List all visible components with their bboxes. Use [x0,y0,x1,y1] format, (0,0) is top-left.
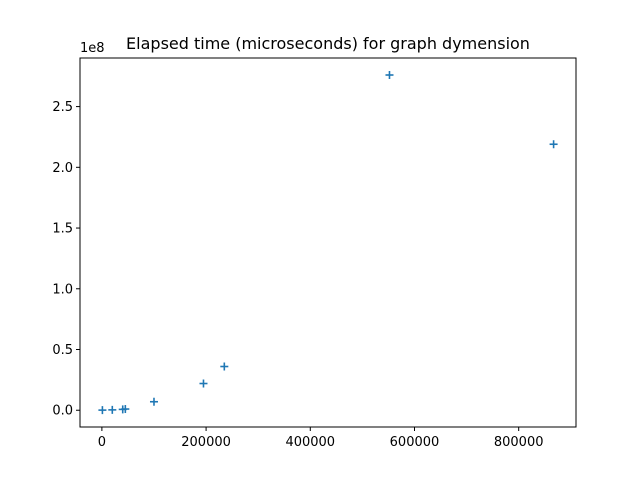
data-point [199,379,208,388]
x-tick-label: 200000 [181,435,231,450]
x-tick-label: 400000 [285,435,335,450]
data-point [220,362,229,371]
y-tick-label: 0.0 [52,404,73,419]
y-tick-label: 1.5 [52,222,73,237]
data-point [108,405,117,414]
y-tick-label: 0.5 [52,343,73,358]
data-point [121,405,130,414]
data-point [385,71,394,80]
chart-title: Elapsed time (microseconds) for graph dy… [126,34,530,53]
y-offset-label: 1e8 [80,41,105,56]
data-point [98,406,107,415]
x-tick-label: 800000 [494,435,544,450]
plot-area-frame [79,57,577,428]
x-tick-label: 0 [98,435,106,450]
data-point [549,140,558,149]
data-points [98,71,558,415]
y-axis-ticks: 0.0 0.5 1.0 1.5 2.0 2.5 [52,100,80,419]
x-axis-ticks: 0 200000 400000 600000 800000 [98,427,544,450]
y-tick-label: 2.0 [52,161,73,176]
x-tick-label: 600000 [390,435,440,450]
y-tick-label: 2.5 [52,100,73,115]
y-tick-label: 1.0 [52,282,73,297]
data-point [149,397,158,406]
